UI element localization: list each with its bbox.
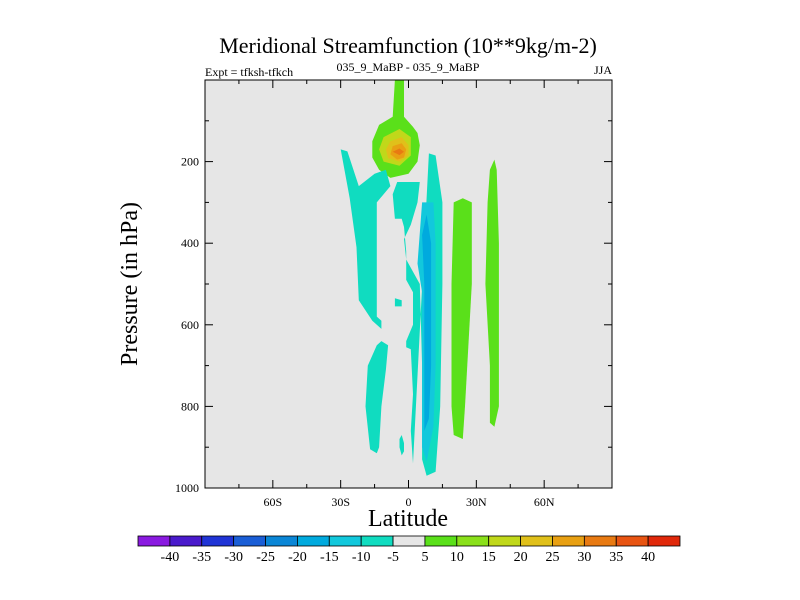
colorbar-box [137, 535, 171, 547]
colorbar-label: 35 [609, 550, 623, 565]
colorbar-box [520, 535, 553, 547]
colorbar-label: -40 [161, 550, 180, 565]
contour-left-negative-region [340, 149, 391, 329]
colorbar-box [328, 535, 362, 547]
x-tick-label: 30S [331, 495, 350, 509]
colorbar-label: 5 [421, 550, 428, 565]
colorbar-box [583, 535, 617, 547]
x-tick-label: 30N [466, 495, 487, 509]
x-tick-label: 60N [534, 495, 555, 509]
season-label: JJA [594, 63, 612, 77]
axis-ticks: 60S 30S 0 30N 60N 200 400 600 800 1000 [175, 80, 612, 509]
y-tick-label: 400 [181, 236, 199, 250]
colorbar-label: 25 [545, 550, 559, 565]
colorbar-box [488, 535, 521, 547]
y-tick-label: 600 [181, 318, 199, 332]
colorbar-box [360, 535, 394, 547]
colorbar-box [615, 535, 649, 547]
colorbar-label: -25 [256, 550, 275, 565]
colorbar-box [201, 535, 235, 547]
x-tick-label: 60S [263, 495, 282, 509]
colorbar-label: -30 [224, 550, 243, 565]
y-tick-label: 800 [181, 399, 199, 413]
colorbar-label: 10 [450, 550, 464, 565]
contour-small-negative-blob [394, 298, 402, 307]
run-comparison-label: 035_9_MaBP - 035_9_MaBP [337, 60, 480, 74]
colorbar-label: -35 [192, 550, 211, 565]
colorbar-box [456, 535, 490, 547]
colorbar-label: 15 [482, 550, 496, 565]
colorbar-box [424, 535, 458, 547]
colorbar-box [552, 535, 585, 547]
y-axis-label: Pressure (in hPa) [117, 202, 143, 366]
contour-positive-column-2 [485, 159, 499, 427]
colorbar-label: -5 [387, 550, 399, 565]
colorbar-label: -10 [352, 550, 371, 565]
y-tick-label: 200 [181, 155, 199, 169]
colorbar-box [265, 535, 298, 547]
colorbar-box [297, 535, 330, 547]
contour-lower-left-negative [365, 341, 389, 454]
contour-upper-cell-core [392, 148, 404, 156]
contour-negative-level-20 [422, 214, 432, 431]
colorbar-label: 20 [514, 550, 528, 565]
contour-regions [340, 80, 499, 476]
colorbar-label: 40 [641, 550, 655, 565]
y-tick-label: 1000 [175, 481, 199, 495]
colorbar-box [233, 535, 266, 547]
colorbar: -40 -35 -30 -25 -20 -15 -10 -5 5 10 15 20 25 30 35 40 [137, 535, 681, 565]
contour-positive-column-1 [451, 198, 472, 439]
colorbar-label: -20 [288, 550, 307, 565]
colorbar-box [169, 535, 203, 547]
colorbar-label: 30 [577, 550, 591, 565]
experiment-label: Expt = tfksh-tfkch [205, 65, 293, 79]
x-axis-label: Latitude [368, 506, 448, 532]
colorbar-box [647, 535, 681, 547]
chart-title: Meridional Streamfunction (10**9kg/m-2) [219, 33, 597, 58]
colorbar-label: -15 [320, 550, 339, 565]
x-tick-label: 0 [406, 495, 412, 509]
contour-surface-negative-blob [399, 435, 404, 456]
colorbar-box [392, 535, 426, 547]
